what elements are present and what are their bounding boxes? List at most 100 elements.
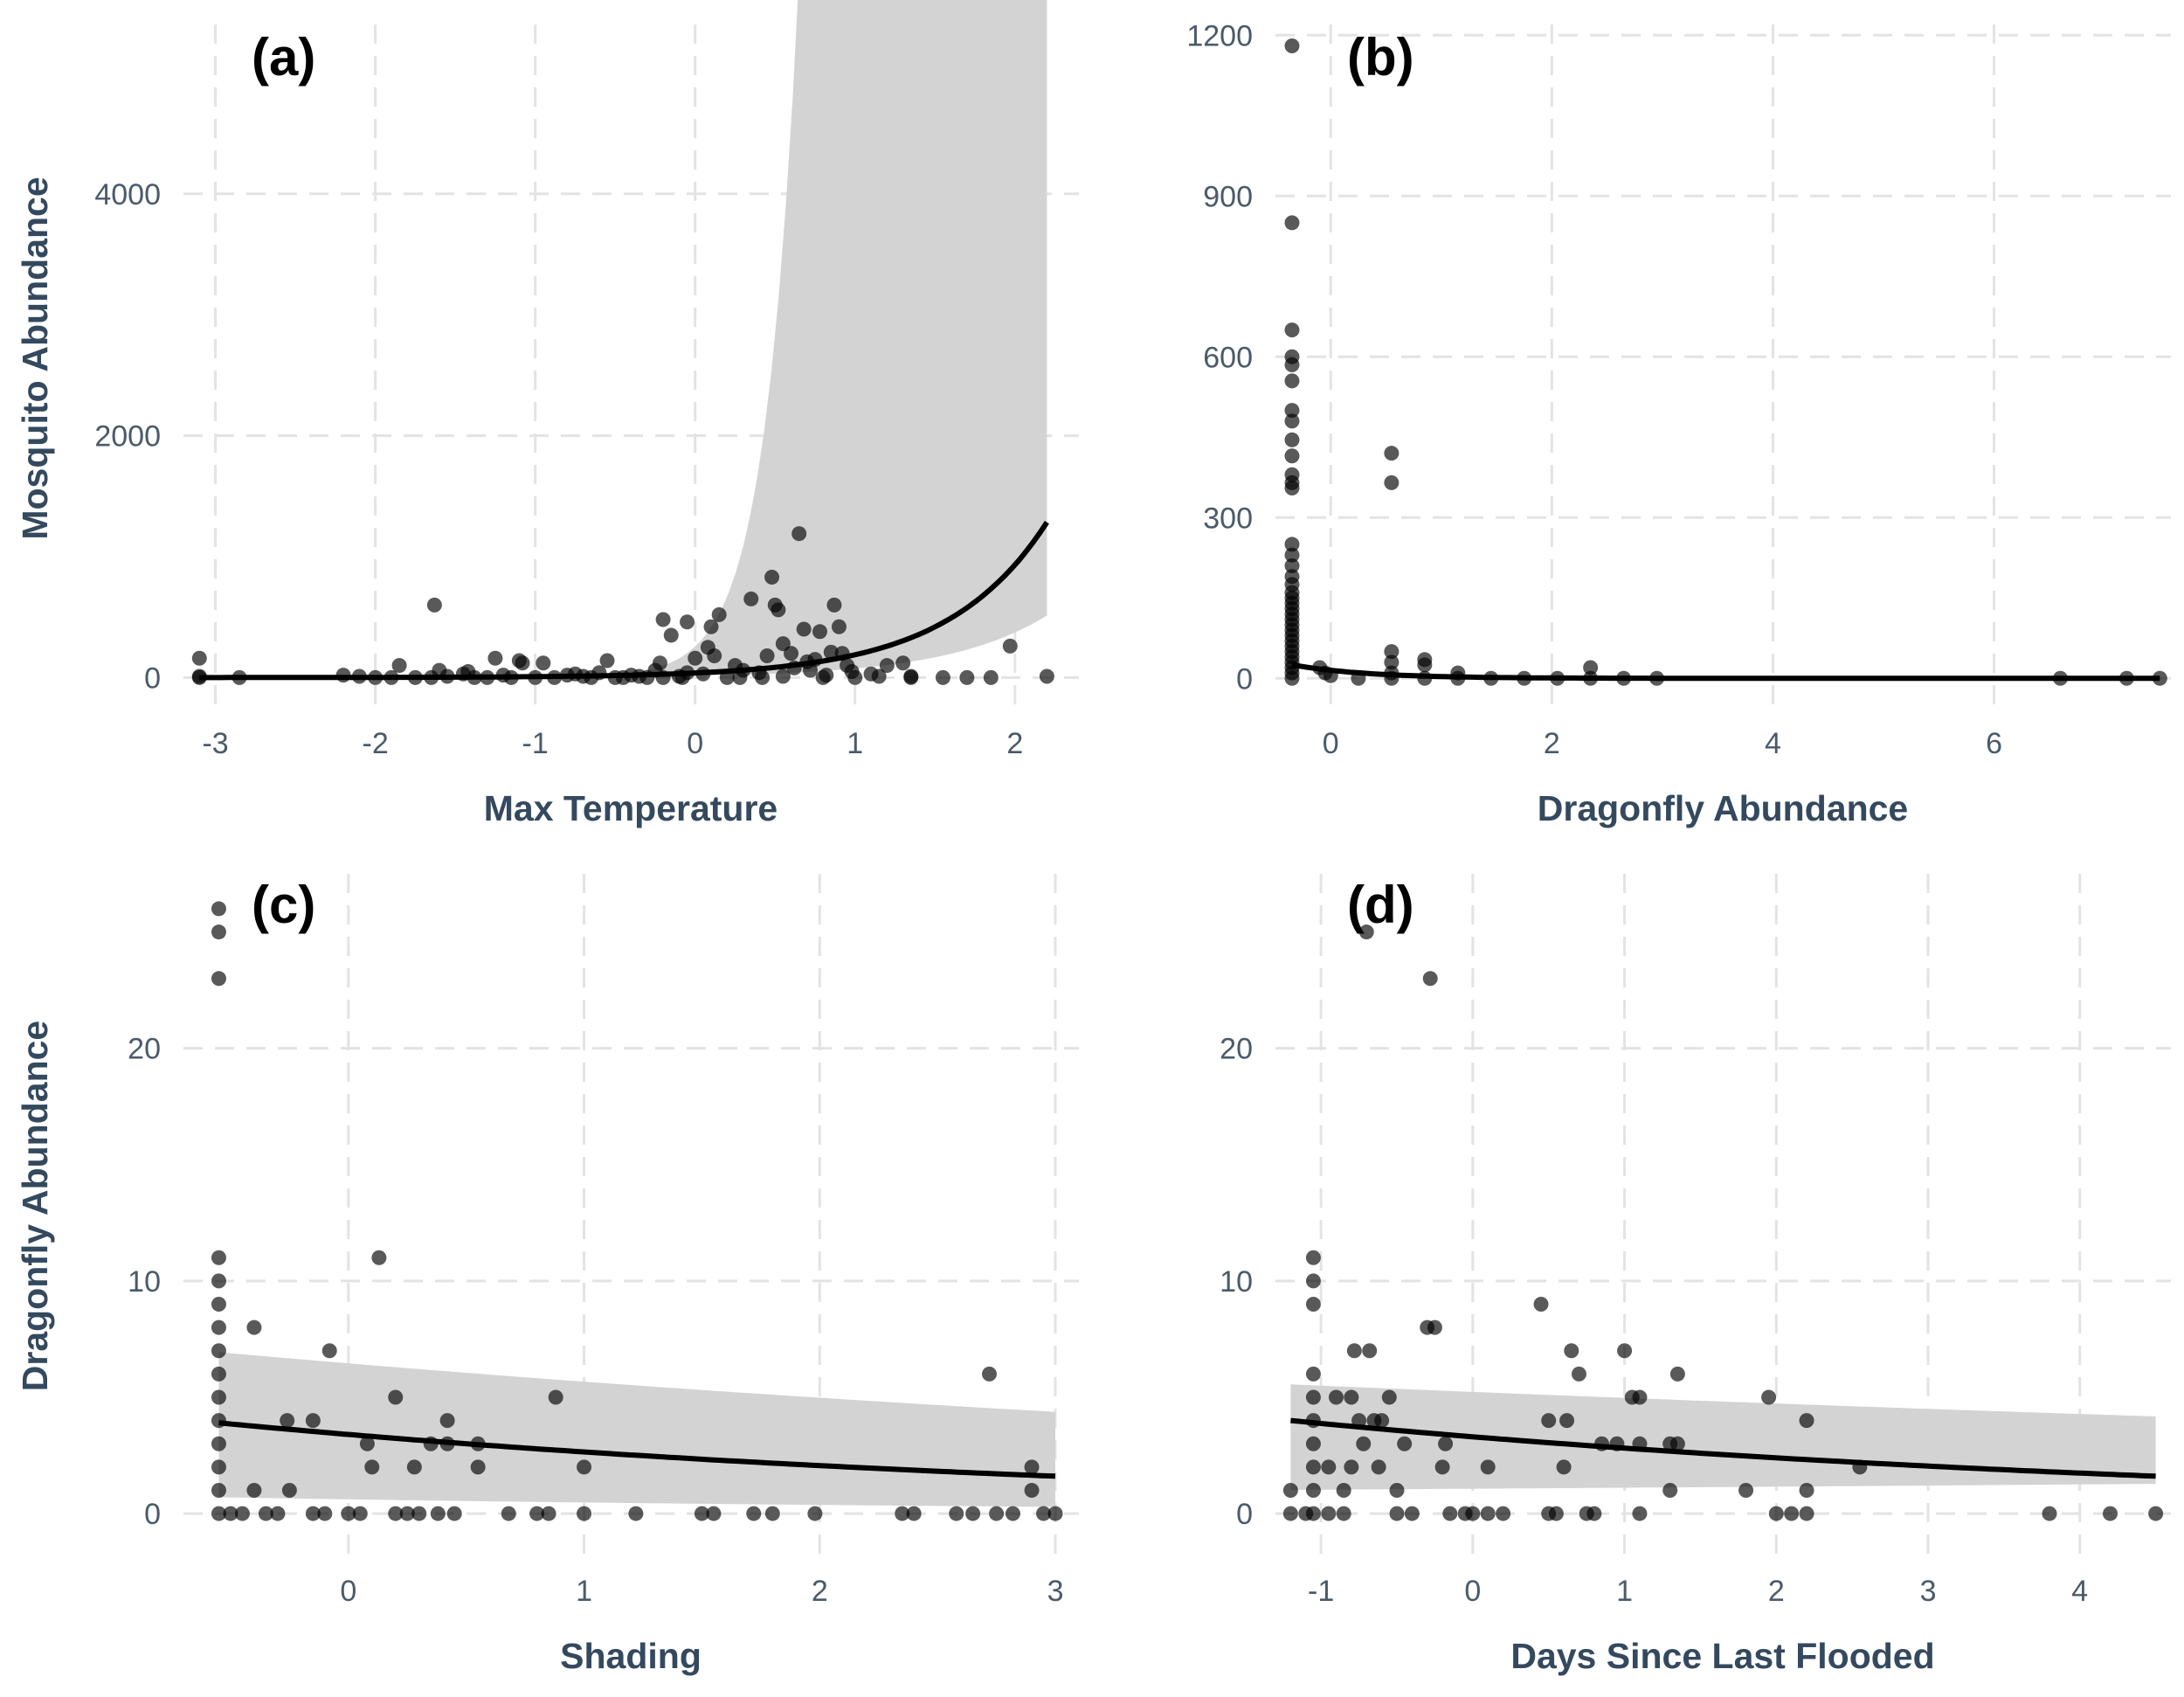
data-point: [446, 1506, 462, 1521]
data-point: [391, 658, 407, 674]
data-point: [1284, 448, 1300, 464]
data-point: [211, 971, 226, 987]
data-point: [1632, 1389, 1648, 1405]
data-point: [707, 648, 722, 663]
data-point: [234, 1506, 250, 1521]
data-point: [1480, 1459, 1496, 1475]
data-point: [949, 1506, 964, 1521]
data-point: [211, 901, 226, 917]
fit-curve: [218, 1420, 1056, 1479]
data-point: [1799, 1482, 1814, 1498]
data-point: [2103, 1506, 2118, 1521]
data-point: [1662, 1482, 1678, 1498]
data-point: [1356, 1436, 1372, 1451]
data-point: [743, 591, 759, 606]
panel-d-y-ticks: 0 10 20: [1220, 1033, 1253, 1531]
x-tick-label: -2: [363, 727, 389, 760]
data-point: [1305, 1296, 1321, 1312]
data-point: [246, 1482, 262, 1498]
data-point: [1344, 1389, 1359, 1405]
data-point: [703, 619, 719, 634]
data-point: [784, 646, 799, 661]
y-tick-label: 10: [1220, 1265, 1253, 1299]
data-point: [812, 624, 827, 640]
y-tick-label: 4000: [94, 178, 161, 211]
data-point: [2148, 1506, 2164, 1521]
panel-c-label: (c): [252, 876, 315, 934]
data-point: [791, 526, 807, 542]
data-point: [1617, 1343, 1633, 1359]
data-point: [1284, 322, 1300, 338]
data-point: [1336, 1506, 1351, 1521]
y-tick-label: 0: [1236, 662, 1253, 696]
data-point: [211, 1459, 226, 1475]
data-point: [1389, 1506, 1405, 1521]
data-point: [1284, 403, 1300, 419]
confidence-band: [1290, 1384, 2156, 1490]
data-point: [211, 1506, 226, 1521]
data-point: [211, 1296, 226, 1312]
data-point: [1384, 655, 1400, 670]
data-point: [211, 1436, 226, 1451]
data-point: [819, 668, 834, 683]
panel-d-label: (d): [1347, 876, 1414, 934]
panel-b-label: (b): [1347, 28, 1414, 87]
y-tick-label: 600: [1203, 341, 1253, 374]
data-point: [879, 658, 895, 674]
data-point: [211, 1343, 226, 1359]
data-point: [1417, 657, 1433, 673]
data-point: [1404, 1506, 1420, 1521]
data-point: [1559, 1413, 1575, 1429]
data-point: [1346, 1343, 1362, 1359]
data-point: [688, 650, 703, 666]
data-point: [1389, 1482, 1405, 1498]
data-point: [935, 669, 950, 685]
panel-b-y-ticks: 0 300 600 900 1200: [1186, 19, 1253, 696]
data-point: [1438, 1436, 1454, 1451]
panel-a-y-axis-title: Mosquito Abundance: [15, 177, 55, 539]
x-tick-label: 1: [847, 727, 863, 760]
data-point: [1384, 474, 1400, 490]
data-point: [1465, 1506, 1481, 1521]
fit-curve: [199, 521, 1049, 681]
data-point: [906, 1506, 922, 1521]
data-point: [1321, 1506, 1337, 1521]
data-point: [1669, 1366, 1685, 1382]
data-point: [706, 1506, 722, 1521]
x-tick-label: 2: [812, 1575, 828, 1608]
data-point: [439, 1413, 455, 1429]
data-point: [1039, 668, 1054, 684]
x-tick-label: 2: [1768, 1575, 1785, 1608]
data-point: [1632, 1506, 1648, 1521]
fit-curve: [1291, 661, 2160, 682]
data-point: [1284, 670, 1300, 686]
data-point: [246, 1320, 262, 1335]
x-tick-label: 0: [1464, 1575, 1481, 1608]
data-point: [807, 1506, 823, 1521]
x-tick-label: 0: [1323, 727, 1339, 760]
confidence-band: [199, 0, 1047, 678]
data-point: [1768, 1506, 1784, 1521]
data-point: [1564, 1343, 1579, 1359]
data-point: [211, 1273, 226, 1289]
data-point: [755, 669, 771, 685]
data-point: [599, 653, 615, 668]
x-tick-label: -1: [522, 727, 549, 760]
data-point: [1305, 1436, 1321, 1451]
x-tick-label: 2: [1544, 727, 1560, 760]
data-point: [1586, 1506, 1602, 1521]
panel-d-days-since-last-flooded: -1 0 1 2 3 4 0 10 20 Days Since Last Flooded (d…: [1220, 874, 2171, 1676]
y-tick-label: 1200: [1186, 19, 1253, 52]
panel-c-x-ticks: 0 1 2 3: [340, 1575, 1063, 1608]
data-point: [1362, 1343, 1378, 1359]
x-tick-label: 6: [1986, 727, 2002, 760]
data-point: [1024, 1459, 1040, 1475]
panel-a-confidence-band: [199, 0, 1047, 678]
panel-d-x-ticks: -1 0 1 2 3 4: [1308, 1575, 2088, 1608]
data-point: [1480, 1506, 1496, 1521]
data-point: [1282, 1506, 1298, 1521]
data-point: [211, 925, 226, 940]
data-point: [1384, 644, 1400, 660]
